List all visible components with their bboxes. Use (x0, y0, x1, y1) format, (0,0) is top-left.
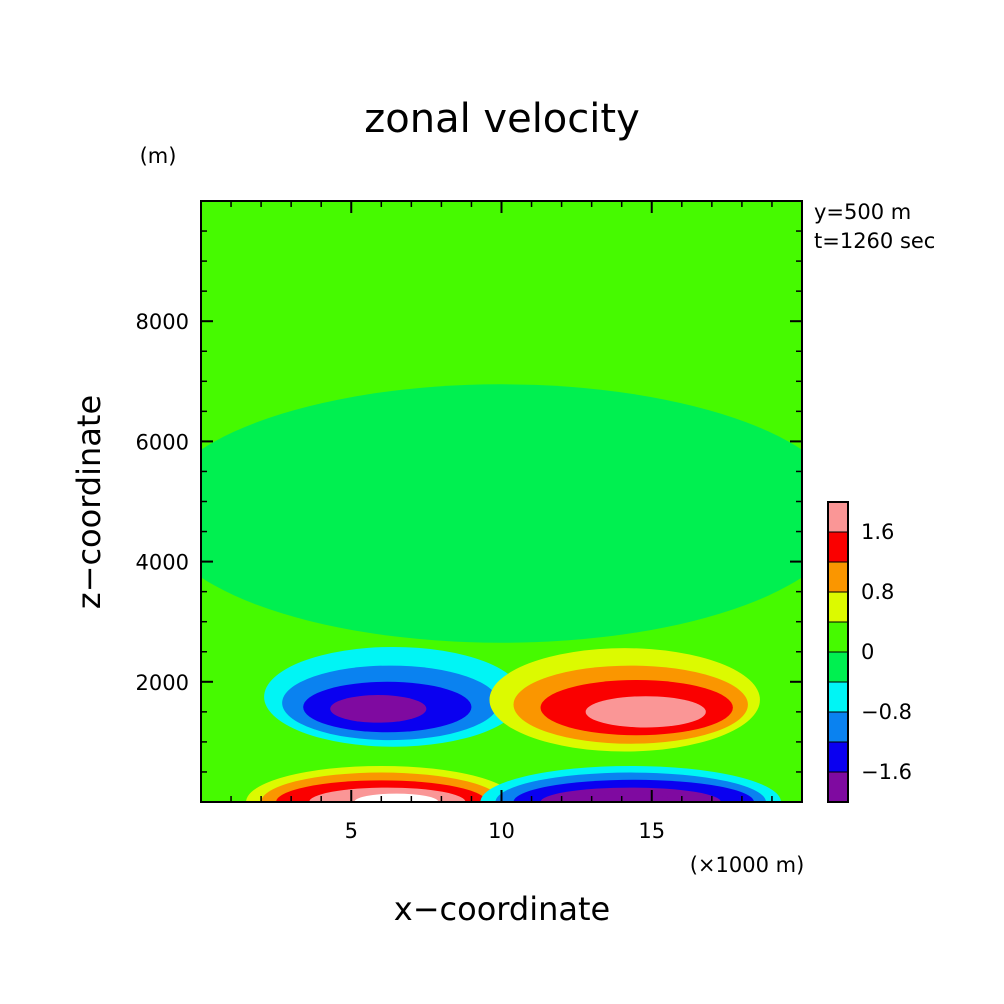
contour-region-9 (585, 696, 706, 728)
contour-region-14 (354, 793, 439, 802)
annotation-t: t=1260 sec (814, 229, 935, 253)
y-tick-label: 8000 (136, 310, 189, 334)
colorbar-swatch (828, 532, 848, 562)
y-tick-label: 2000 (136, 671, 189, 695)
y-tick-label: 4000 (136, 551, 189, 575)
x-tick-label: 15 (638, 819, 665, 843)
x-tick-label: 5 (345, 819, 358, 843)
annotation-y: y=500 m (814, 200, 911, 224)
colorbar-tick-label: 0 (861, 640, 874, 664)
colorbar-swatch (828, 652, 848, 682)
x-axis-ticks: 5 10 15 (345, 201, 665, 843)
colorbar-swatch (828, 562, 848, 592)
y-tick-label: 6000 (136, 430, 189, 454)
colorbar-swatch (828, 742, 848, 772)
colorbar-tick-label: 0.8 (861, 580, 894, 604)
x-tick-label: 10 (488, 819, 515, 843)
contour-region-5 (330, 695, 427, 723)
contour-region-1 (201, 384, 802, 643)
y-axis-ticks: 2000 4000 6000 8000 (136, 310, 802, 695)
colorbar: −1.6 −0.8 0 0.8 1.6 (827, 501, 912, 803)
colorbar-swatch (828, 502, 848, 532)
y-axis-title: z−coordinate (70, 395, 108, 609)
y-axis-unit: (m) (140, 144, 177, 168)
colorbar-swatch (828, 712, 848, 742)
colorbar-swatch (828, 622, 848, 652)
plot-area (201, 201, 802, 802)
colorbar-swatch (828, 592, 848, 622)
minor-ticks (201, 201, 802, 802)
colorbar-tick-label: −0.8 (861, 700, 912, 724)
colorbar-swatch (828, 772, 848, 802)
x-axis-title: x−coordinate (394, 890, 610, 928)
colorbar-tick-label: 1.6 (861, 520, 894, 544)
chart-title: zonal velocity (364, 96, 640, 142)
x-axis-unit: (×1000 m) (690, 853, 805, 877)
colorbar-tick-label: −1.6 (861, 760, 912, 784)
colorbar-swatch (828, 682, 848, 712)
